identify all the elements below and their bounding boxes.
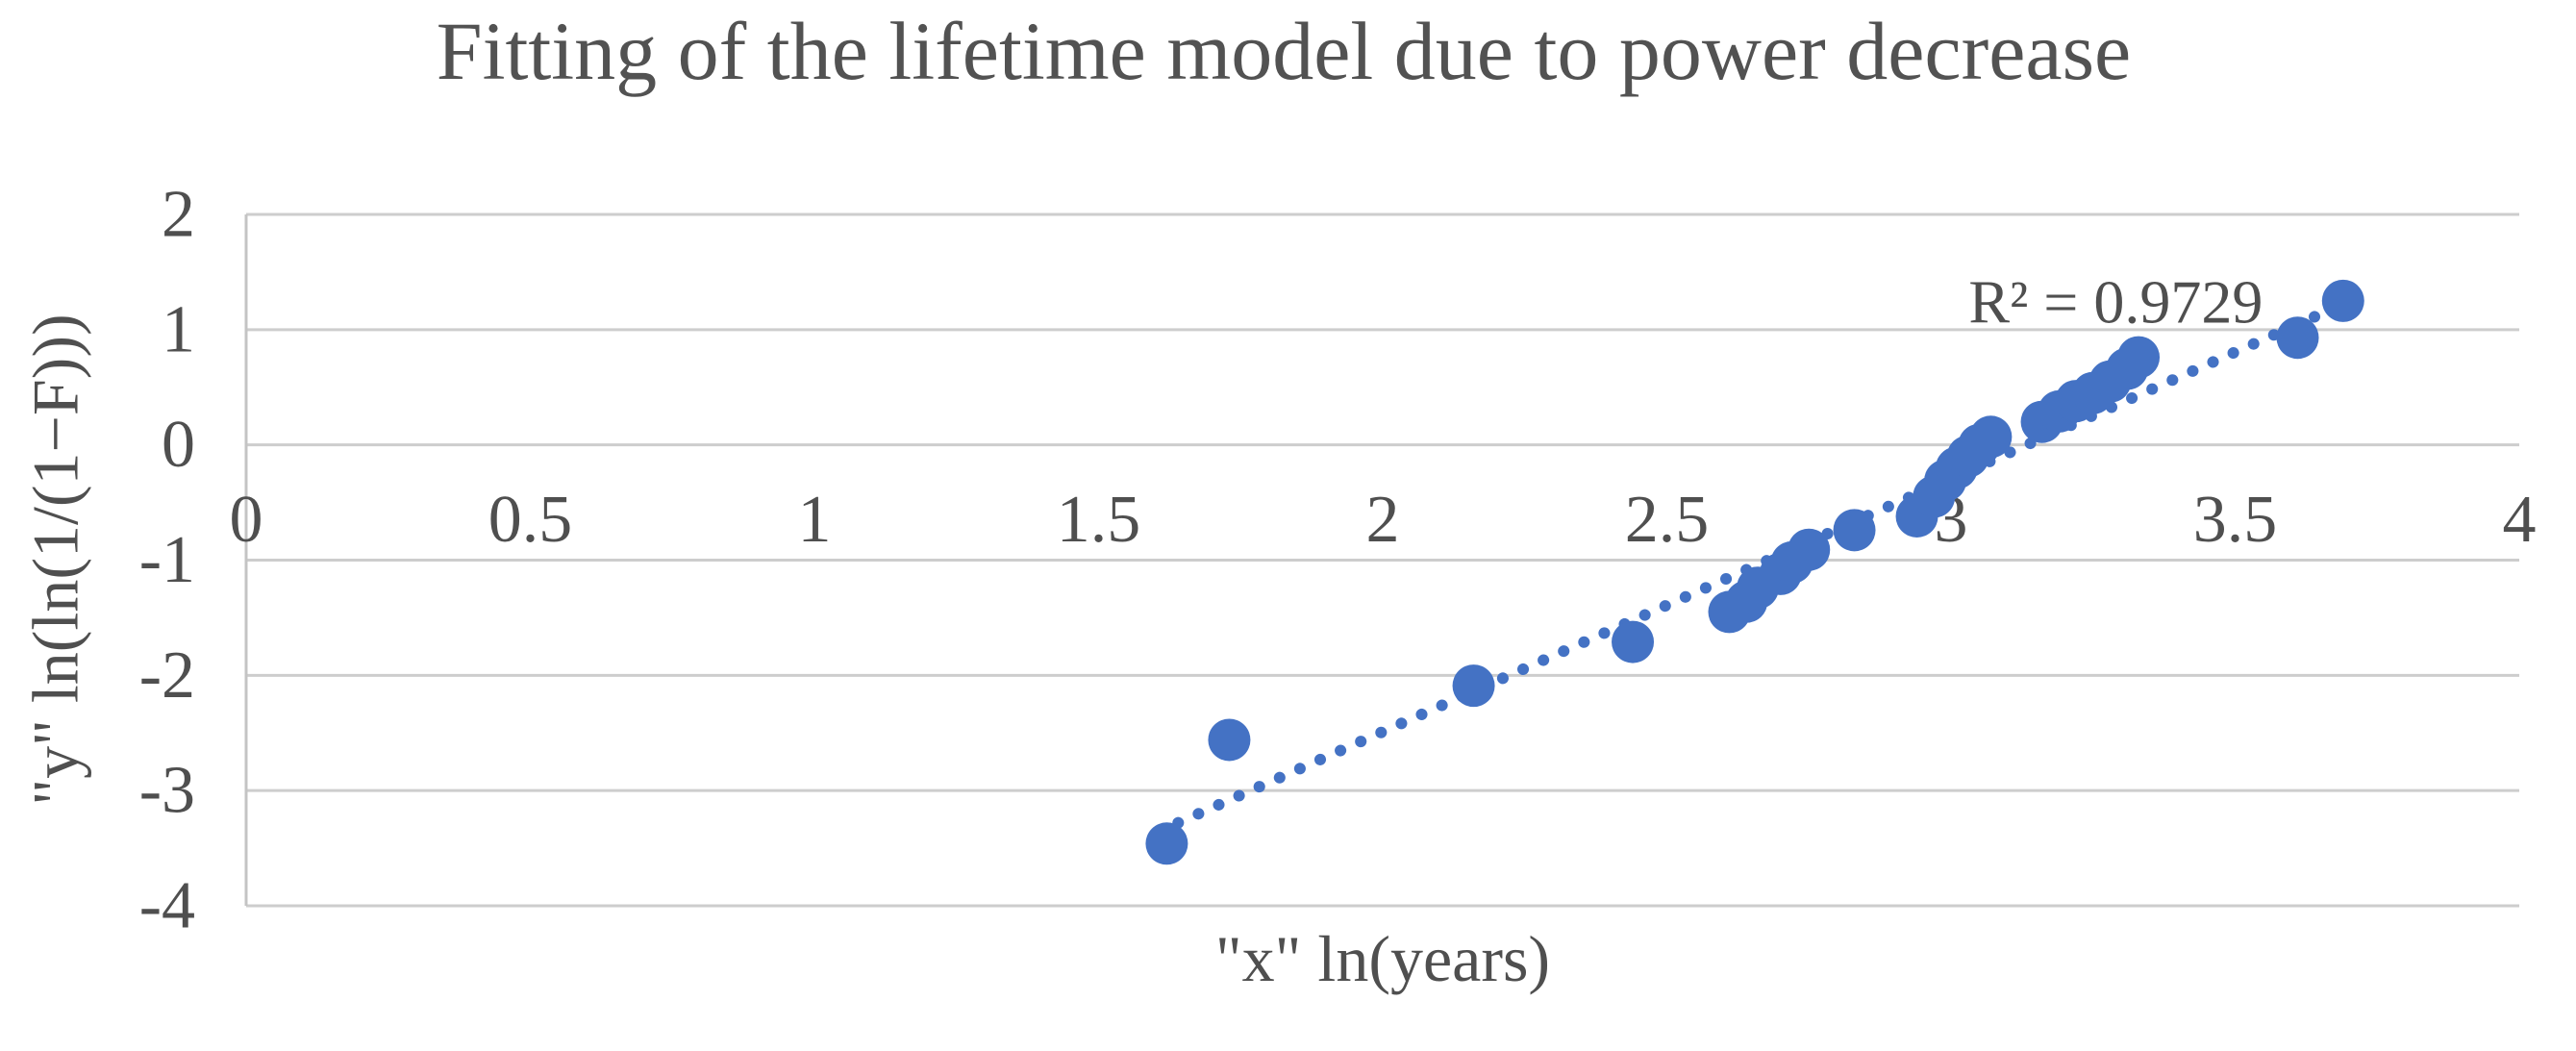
x-tick-label: 2.5 xyxy=(1625,483,1710,557)
x-tick-label: 3.5 xyxy=(2193,483,2278,557)
data-point xyxy=(1612,620,1655,663)
x-tick-label: 2 xyxy=(1366,483,1400,557)
y-tick-label: -4 xyxy=(139,869,195,943)
y-tick-label: 2 xyxy=(162,178,195,252)
y-tick-label: -3 xyxy=(139,754,195,828)
data-point xyxy=(2117,336,2161,379)
data-point xyxy=(2321,279,2364,322)
data-point xyxy=(2276,316,2319,360)
x-tick-label: 1.5 xyxy=(1057,483,1141,557)
data-point xyxy=(1969,415,2013,459)
x-tick-label: 0.5 xyxy=(488,483,573,557)
data-point xyxy=(1833,509,1876,552)
y-tick-label: 0 xyxy=(162,408,195,482)
data-point xyxy=(1208,718,1251,762)
x-axis-title: "x" ln(years) xyxy=(1214,922,1551,995)
data-point xyxy=(1145,822,1188,865)
r-squared-label: R² = 0.9729 xyxy=(1968,268,2263,337)
chart-title: Fitting of the lifetime model due to pow… xyxy=(436,5,2132,97)
y-tick-label: 1 xyxy=(162,292,195,366)
y-tick-label: -1 xyxy=(139,523,195,597)
x-tick-label: 0 xyxy=(230,483,263,557)
trendline xyxy=(1172,288,2372,829)
x-tick-label: 1 xyxy=(798,483,832,557)
y-tick-label: -2 xyxy=(139,638,195,713)
x-tick-label: 4 xyxy=(2503,483,2537,557)
data-point xyxy=(1788,528,1831,571)
data-point xyxy=(1452,664,1495,708)
